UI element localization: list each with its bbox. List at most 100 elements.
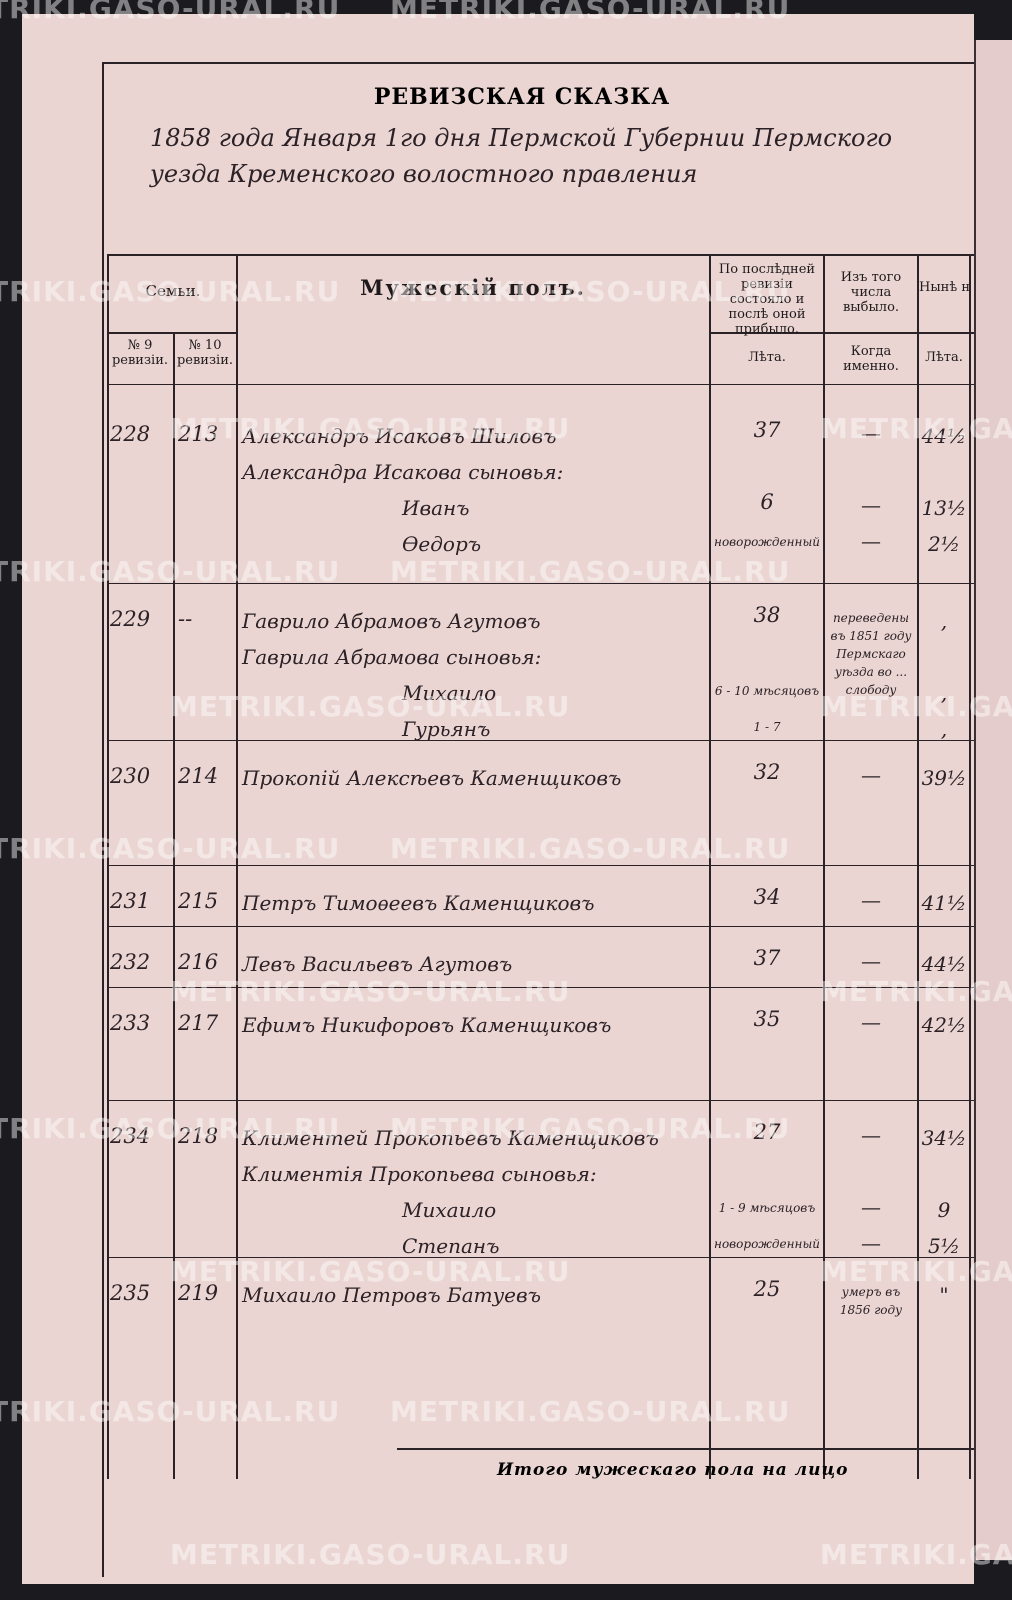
watermark: METRIKI.GASO-URAL.RU (0, 1112, 341, 1145)
person-name: Михаило (402, 1198, 497, 1222)
departed: переведены въ 1851 году Пермскаго уѣзда … (830, 611, 912, 697)
age: новорожденный (714, 535, 820, 549)
footer-total: Итого мужескаго пола на лицо (497, 1460, 849, 1480)
watermark: METRIKI.GASO-URAL.RU (390, 1112, 791, 1145)
age: 27 (753, 1120, 781, 1144)
age-now: 13½ (921, 496, 967, 520)
watermark: METRIKI.GASO-URAL.RU (390, 555, 791, 588)
rule (108, 384, 974, 385)
age-now: " (939, 1283, 949, 1307)
watermark: METRIKI.GASO-URAL.RU (820, 1255, 1012, 1288)
departed: — (861, 421, 881, 445)
age-now: , (940, 717, 948, 741)
watermark: METRIKI.GASO-URAL.RU (390, 0, 791, 25)
watermark: METRIKI.GASO-URAL.RU (170, 412, 571, 445)
title: РЕВИЗСКАЯ СКАЗКА (373, 84, 671, 110)
rule (107, 254, 109, 1479)
rev9-no: 228 (110, 422, 151, 446)
watermark: METRIKI.GASO-URAL.RU (820, 690, 1012, 723)
rev10-no: 216 (178, 950, 219, 974)
person-name: Михаило (402, 681, 497, 705)
age-now: 41½ (921, 891, 967, 915)
person-name: Иванъ (402, 496, 470, 520)
age: 34 (753, 885, 781, 909)
age-now: , (940, 681, 948, 705)
rule (102, 62, 974, 64)
rev9-no: 235 (110, 1281, 151, 1305)
person-name: Өедоръ (402, 532, 482, 556)
col-header: Лѣта. (748, 350, 786, 365)
age: 1 - 7 (753, 720, 781, 734)
col-header: Изъ того числа выбыло. (840, 270, 902, 315)
watermark: METRIKI.GASO-URAL.RU (170, 1538, 571, 1571)
watermark: METRIKI.GASO-URAL.RU (0, 555, 341, 588)
age: 6 - 10 мѣсяцовъ (714, 684, 820, 698)
col-header: № 9 ревизіи. (111, 338, 169, 368)
departed: — (861, 888, 881, 912)
age: новорожденный (714, 1237, 820, 1251)
person-name: Гаврило Абрамовъ Агутовъ (242, 609, 541, 633)
col-header: Лѣта. (925, 350, 963, 365)
age-now: 5½ (927, 1234, 961, 1258)
age-now: 42½ (921, 1013, 967, 1037)
watermark: METRIKI.GASO-URAL.RU (0, 1395, 341, 1428)
rev10-no: 215 (178, 889, 219, 913)
rule (173, 332, 175, 1479)
rule (102, 62, 104, 1577)
person-name: Александра Исакова сыновья: (242, 460, 564, 484)
rev10-no: 217 (178, 1011, 219, 1035)
age-now: 2½ (927, 532, 961, 556)
age: 32 (753, 760, 781, 784)
person-name: Михаило Петровъ Батуевъ (242, 1283, 541, 1307)
row-rule (108, 1257, 974, 1258)
departed: — (861, 1195, 881, 1219)
person-name: Гаврила Абрамова сыновья: (242, 645, 542, 669)
person-name: Климентія Прокопьева сыновья: (242, 1162, 597, 1186)
person-name: Прокопій Алексѣевъ Каменщиковъ (242, 766, 622, 790)
rev9-no: 231 (110, 889, 151, 913)
watermark: METRIKI.GASO-URAL.RU (170, 975, 571, 1008)
rule (709, 254, 711, 1479)
departed: — (861, 1231, 881, 1255)
watermark: METRIKI.GASO-URAL.RU (390, 832, 791, 865)
row-rule (108, 740, 974, 741)
age: 25 (753, 1277, 781, 1301)
col-header: Мужескій полъ. (360, 275, 586, 300)
watermark: METRIKI.GASO-URAL.RU (390, 275, 791, 308)
rev10-no: 213 (178, 422, 219, 446)
document-page: РЕВИЗСКАЯ СКАЗКА 1858 года Января 1го дн… (22, 14, 974, 1584)
age: 1 - 9 мѣсяцовъ (718, 1201, 816, 1215)
departed: — (861, 1123, 881, 1147)
watermark: METRIKI.GASO-URAL.RU (820, 412, 1012, 445)
rev10-no: 219 (178, 1281, 219, 1305)
rule (823, 254, 825, 1479)
age: 37 (753, 946, 781, 970)
person-name: Гурьянъ (402, 717, 491, 741)
age-now: 44½ (921, 952, 967, 976)
rev9-no: 232 (110, 950, 151, 974)
rev10-no: 218 (178, 1124, 219, 1148)
departed: — (861, 949, 881, 973)
watermark: METRIKI.GASO-URAL.RU (390, 1395, 791, 1428)
age-now: , (940, 609, 948, 633)
rev9-no: 229 (110, 607, 151, 631)
rule (236, 254, 238, 1479)
rule (108, 332, 236, 334)
row-rule (108, 926, 974, 927)
rev9-no: 230 (110, 764, 151, 788)
row-rule (108, 865, 974, 866)
col-header: Семьи. (145, 282, 201, 300)
col-header: Нынѣ на лицо. (919, 280, 969, 295)
watermark: METRIKI.GASO-URAL.RU (0, 275, 341, 308)
watermark: METRIKI.GASO-URAL.RU (820, 975, 1012, 1008)
rule (108, 254, 974, 256)
age-now: 39½ (921, 766, 967, 790)
rule (917, 254, 919, 1479)
rule (397, 1448, 974, 1450)
rule (709, 332, 974, 334)
rev9-no: 234 (110, 1124, 151, 1148)
age-now: 34½ (921, 1126, 967, 1150)
person-name: Степанъ (402, 1234, 500, 1258)
watermark: METRIKI.GASO-URAL.RU (0, 0, 341, 25)
